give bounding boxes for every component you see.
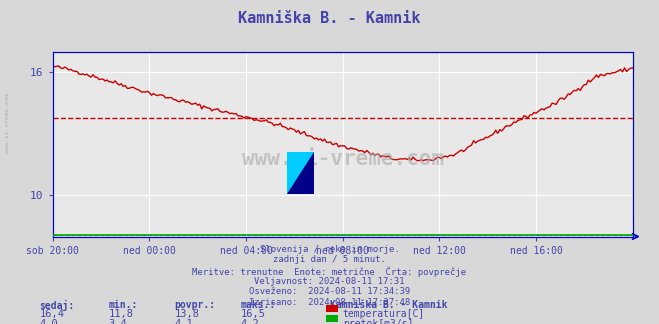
- Text: Slovenija / reke in morje.: Slovenija / reke in morje.: [260, 245, 399, 254]
- Text: 4,2: 4,2: [241, 319, 259, 324]
- Text: www.si-vreme.com: www.si-vreme.com: [5, 93, 11, 153]
- Text: Meritve: trenutne  Enote: metrične  Črta: povprečje: Meritve: trenutne Enote: metrične Črta: …: [192, 266, 467, 276]
- Polygon shape: [287, 152, 314, 194]
- Text: 4,0: 4,0: [40, 319, 58, 324]
- Bar: [326, 315, 338, 322]
- Text: Kamniška B. - Kamnik: Kamniška B. - Kamnik: [330, 300, 447, 310]
- Text: www.si-vreme.com: www.si-vreme.com: [242, 149, 444, 169]
- Text: maks.:: maks.:: [241, 300, 275, 310]
- Polygon shape: [287, 152, 314, 194]
- Bar: [326, 305, 338, 312]
- Text: povpr.:: povpr.:: [175, 300, 215, 310]
- Text: Veljavnost: 2024-08-11 17:31: Veljavnost: 2024-08-11 17:31: [254, 277, 405, 286]
- Text: Osveženo:  2024-08-11 17:34:39: Osveženo: 2024-08-11 17:34:39: [249, 287, 410, 296]
- Text: zadnji dan / 5 minut.: zadnji dan / 5 minut.: [273, 255, 386, 264]
- Text: sedaj:: sedaj:: [40, 300, 74, 311]
- Text: Izrisano:  2024-08-11 17:37:48: Izrisano: 2024-08-11 17:37:48: [249, 298, 410, 307]
- Text: pretok[m3/s]: pretok[m3/s]: [343, 319, 413, 324]
- Text: 3,4: 3,4: [109, 319, 127, 324]
- Text: min.:: min.:: [109, 300, 138, 310]
- Text: 11,8: 11,8: [109, 309, 134, 319]
- Text: 16,4: 16,4: [40, 309, 65, 319]
- Text: Kamniška B. - Kamnik: Kamniška B. - Kamnik: [239, 11, 420, 26]
- Polygon shape: [287, 152, 314, 194]
- Text: 4,1: 4,1: [175, 319, 193, 324]
- Text: temperatura[C]: temperatura[C]: [343, 309, 425, 319]
- Text: 13,8: 13,8: [175, 309, 200, 319]
- Text: 16,5: 16,5: [241, 309, 266, 319]
